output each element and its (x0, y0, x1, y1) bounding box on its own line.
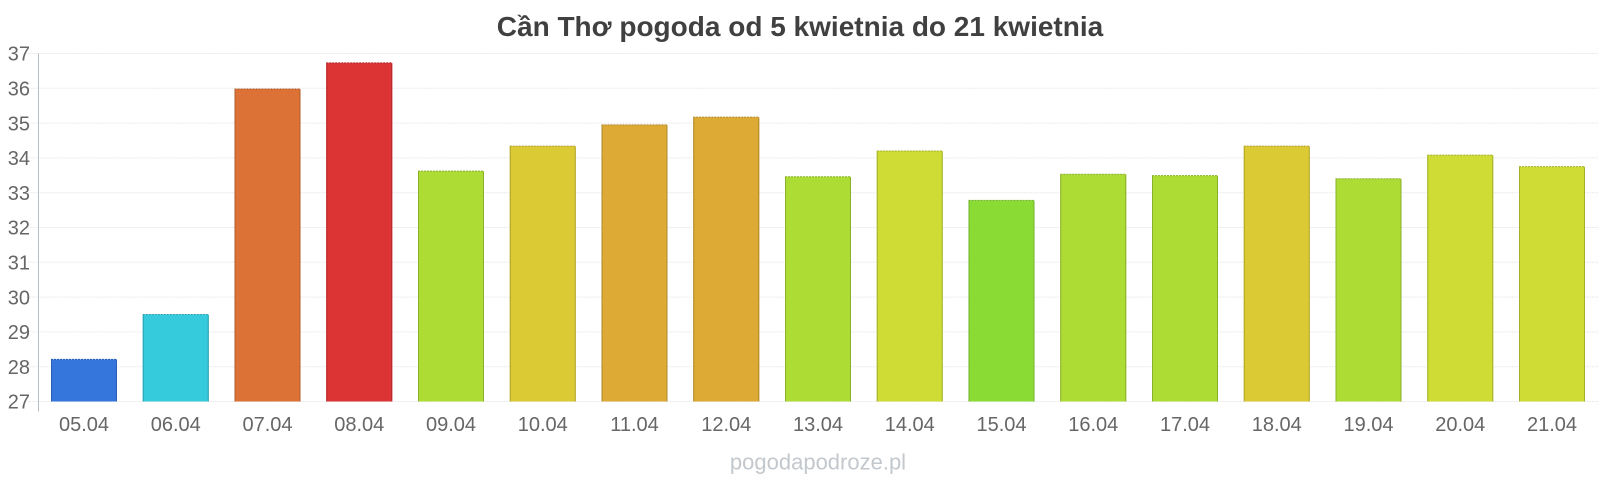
svg-text:37: 37 (8, 44, 30, 66)
svg-text:16.04: 16.04 (1068, 414, 1118, 436)
svg-text:30: 30 (8, 287, 30, 309)
svg-text:05.04: 05.04 (59, 414, 109, 436)
svg-text:31: 31 (8, 253, 30, 275)
svg-text:33: 33 (8, 183, 30, 205)
svg-text:15.04: 15.04 (976, 414, 1026, 436)
svg-text:09.04: 09.04 (426, 414, 476, 436)
svg-text:14.04: 14.04 (885, 414, 935, 436)
svg-text:28: 28 (8, 357, 30, 379)
svg-text:21.04: 21.04 (1527, 414, 1577, 436)
svg-text:19.04: 19.04 (1343, 414, 1393, 436)
svg-text:32: 32 (8, 218, 30, 240)
svg-text:36: 36 (8, 79, 30, 101)
svg-text:29: 29 (8, 322, 30, 344)
svg-text:12.04: 12.04 (701, 414, 751, 436)
svg-text:10.04: 10.04 (518, 414, 568, 436)
svg-text:35: 35 (8, 113, 30, 135)
svg-text:11.04: 11.04 (610, 414, 659, 436)
svg-text:08.04: 08.04 (334, 414, 384, 436)
svg-text:07.04: 07.04 (242, 414, 292, 436)
svg-text:34: 34 (8, 148, 30, 170)
svg-text:13.04: 13.04 (793, 414, 843, 436)
svg-text:20.04: 20.04 (1435, 414, 1485, 436)
svg-text:pogodapodroze.pl: pogodapodroze.pl (730, 450, 906, 475)
svg-text:06.04: 06.04 (151, 414, 201, 436)
svg-text:18.04: 18.04 (1252, 414, 1302, 436)
svg-text:Cần Thơ pogoda od 5 kwietnia d: Cần Thơ pogoda od 5 kwietnia do 21 kwiet… (497, 11, 1104, 42)
svg-text:27: 27 (8, 392, 30, 414)
svg-text:17.04: 17.04 (1160, 414, 1210, 436)
